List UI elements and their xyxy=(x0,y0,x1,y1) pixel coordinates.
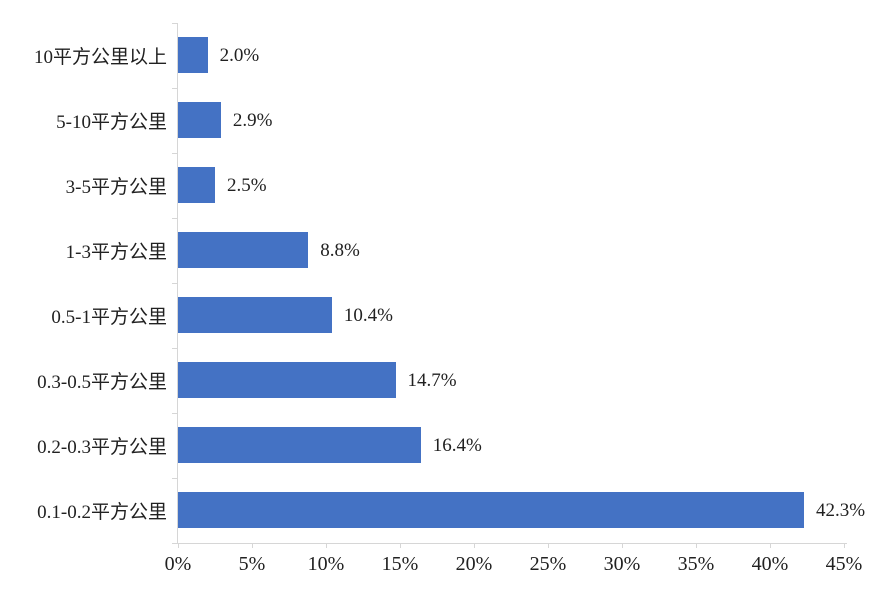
x-axis-tick-label: 25% xyxy=(529,553,567,575)
x-axis-line xyxy=(177,543,847,544)
category-label: 0.1-0.2平方公里 xyxy=(37,502,167,523)
value-label: 2.5% xyxy=(226,174,267,196)
x-axis-tick xyxy=(548,543,549,548)
bar-row: 0.3-0.5平方公里 14.7% xyxy=(37,348,844,413)
category-label: 5-10平方公里 xyxy=(56,112,167,133)
value-label: 42.3% xyxy=(816,499,866,521)
category-label: 0.3-0.5平方公里 xyxy=(37,372,167,393)
bar xyxy=(178,167,215,204)
bar xyxy=(178,37,208,74)
bar-row: 0.1-0.2平方公里 42.3% xyxy=(37,478,865,543)
x-axis-tick xyxy=(696,543,697,548)
category-label: 0.2-0.3平方公里 xyxy=(37,437,167,458)
value-label: 2.0% xyxy=(219,44,260,66)
bar xyxy=(178,102,221,139)
y-axis-tick xyxy=(172,218,177,219)
x-axis-tick-label: 5% xyxy=(238,553,266,575)
x-axis-tick-label: 40% xyxy=(751,553,789,575)
bar-row: 10平方公里以上 2.0% xyxy=(34,23,844,88)
x-axis-tick-label: 45% xyxy=(825,553,863,575)
x-axis-tick-label: 20% xyxy=(455,553,493,575)
x-axis-tick xyxy=(251,543,253,548)
y-axis-tick xyxy=(172,543,177,544)
category-label: 1-3平方公里 xyxy=(65,242,167,263)
bar xyxy=(178,427,421,464)
x-axis-tick-label: 30% xyxy=(603,553,641,575)
x-axis-tick xyxy=(622,543,623,548)
x-axis-tick-label: 35% xyxy=(677,553,715,575)
category-label: 10平方公里以上 xyxy=(33,47,167,68)
y-axis-tick xyxy=(172,478,177,479)
bar xyxy=(178,297,332,334)
x-axis-tick xyxy=(769,543,771,548)
y-axis-tick xyxy=(172,88,177,89)
bar-row: 0.2-0.3平方公里 16.4% xyxy=(37,413,844,478)
y-axis-tick xyxy=(172,23,177,24)
bar xyxy=(178,362,396,399)
bar-rows: 10平方公里以上 2.0% 5-10平方公里 2.9% 3-5平方公里 2.5% 1-3平方… xyxy=(34,23,865,543)
x-axis-tick xyxy=(178,543,179,548)
x-axis-tick-label: 0% xyxy=(164,553,192,575)
plot-area: 10平方公里以上 2.0% 5-10平方公里 2.9% 3-5平方公里 2.5% 1-3平方… xyxy=(34,23,865,575)
y-axis-tick xyxy=(172,413,177,414)
category-label: 0.5-1平方公里 xyxy=(51,307,167,328)
bar-row: 5-10平方公里 2.9% xyxy=(56,88,844,153)
x-axis-tick xyxy=(325,543,327,548)
y-axis-tick xyxy=(172,153,177,154)
value-label: 2.9% xyxy=(232,109,273,131)
x-axis-tick xyxy=(844,543,845,548)
category-label: 3-5平方公里 xyxy=(65,177,167,198)
x-axis-tick xyxy=(473,543,475,548)
bar-row: 1-3平方公里 8.8% xyxy=(66,218,844,283)
x-axis-tick-label: 15% xyxy=(381,553,419,575)
y-axis-tick xyxy=(172,283,177,284)
value-label: 16.4% xyxy=(432,434,482,456)
bar-row: 3-5平方公里 2.5% xyxy=(66,153,844,218)
value-label: 14.7% xyxy=(407,369,457,391)
x-axis-tick-label: 10% xyxy=(307,553,345,575)
value-label: 10.4% xyxy=(343,304,393,326)
x-axis-tick xyxy=(400,543,401,548)
y-axis-tick xyxy=(172,348,177,349)
bar xyxy=(178,492,805,529)
bar-row: 0.5-1平方公里 10.4% xyxy=(51,283,844,348)
value-label: 8.8% xyxy=(320,239,360,261)
bar xyxy=(178,232,309,269)
